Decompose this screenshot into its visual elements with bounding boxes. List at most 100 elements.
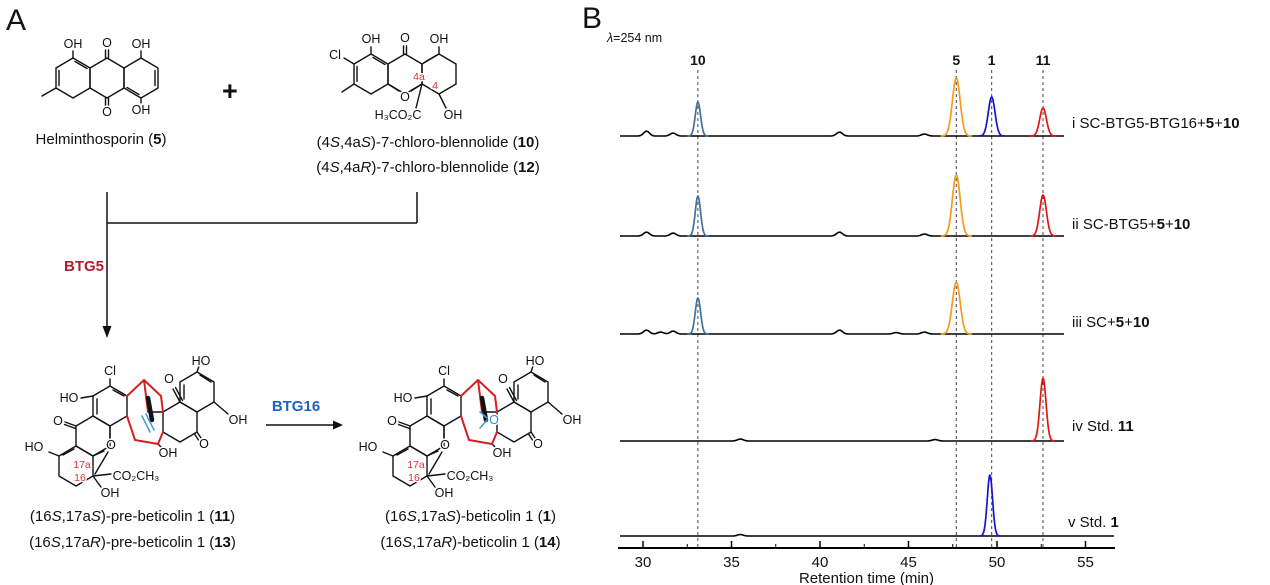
atom-label-ester: H₃CO₂C [375,108,422,122]
beticolin-core-bonds [382,365,563,488]
peak-marker-label-5: 5 [952,52,960,68]
atom-label-ring-o: O [106,438,116,452]
atom-label-o: O [199,437,209,451]
enzyme-btg5-label: BTG5 [63,258,104,275]
atom-number-4a: 4a [413,71,425,83]
chloro-blennolide-structure: Cl OH O OH O 4a 4 H₃CO₂C OH [328,30,464,124]
pre-beticolin-name-11: (16S,17aS)-pre-beticolin 1 (11) [29,508,236,525]
atom-label-cl: Cl [104,364,116,378]
pre-beticolin-structure: Cl HO HO O O O OH OH HO O 17a 16 CO₂CH₃ … [23,353,249,502]
atom-number-17a: 17a [407,459,425,471]
atom-label-o: O [53,414,63,428]
trace-label-i: i SC-BTG5-BTG16+5+10 [1072,115,1240,132]
atom-label-oh: OH [64,37,83,51]
btg5-arrowhead [102,326,112,338]
peak-1-trace-v [979,474,1002,537]
atom-label-ring-o: O [440,438,450,452]
peak-5-trace-iii [940,281,973,335]
atom-label-ring-o: O [400,90,410,104]
peak-marker-label-10: 10 [690,52,706,68]
atom-label-ho: HO [394,391,413,405]
atom-label-oh: OH [132,37,151,51]
reaction-arrows [102,192,418,430]
peak-5-trace-ii [940,174,973,237]
helminthosporin-name: Helminthosporin (5) [35,131,167,148]
atom-label-ho: HO [526,354,545,368]
beticolin-core-bonds [48,365,229,488]
atom-label-oh: OH [159,446,178,460]
pre-beticolin-name-13: (16S,17aR)-pre-beticolin 1 (13) [29,534,236,551]
wavelength-annotation: λ=254 nm [607,31,663,45]
atom-label-oh: OH [101,486,120,500]
enzyme-btg16-label: BTG16 [271,398,321,415]
atom-label-ester: CO₂CH₃ [447,469,494,483]
beticolin-structure: Cl HO HO O O O OH OH HO O 17a 16 CO₂CH₃ … [357,353,583,502]
peak-10-trace-i [687,101,710,137]
atom-number-4: 4 [432,80,438,92]
atom-label-o: O [533,437,543,451]
peak-marker-label-11: 11 [1036,52,1051,68]
btg16-arrowhead [333,420,343,430]
axis-tick-label-50: 50 [989,554,1006,571]
chromatogram-trace-ii [620,231,1064,237]
x-axis-title: Retention time (min) [799,570,934,585]
atom-label-oh: OH [444,108,463,122]
atom-label-oh: OH [362,32,381,46]
peak-marker-label-1: 1 [988,52,996,68]
beticolin-name-14: (16S,17aR)-beticolin 1 (14) [380,534,561,551]
chromatogram-trace-iii [620,329,1064,335]
atom-label-ester: CO₂CH₃ [113,469,160,483]
atom-label-oh: OH [435,486,454,500]
beticolin-name-1: (16S,17aS)-beticolin 1 (1) [385,508,556,525]
trace-label-ii: ii SC-BTG5+5+10 [1072,216,1191,233]
atom-label-oh: OH [229,413,248,427]
plus-sign: + [222,76,238,106]
panel-a-label: A [6,4,27,37]
axis-tick-label-55: 55 [1077,554,1094,571]
trace-label-iv: iv Std. 11 [1072,418,1134,435]
axis-tick-label-45: 45 [900,554,917,571]
axis-tick-label-30: 30 [635,554,652,571]
trace-label-v: v Std. 1 [1068,514,1119,531]
atom-label-oh: OH [132,103,151,117]
atom-label-ho: HO [60,391,79,405]
atom-label-oh: OH [563,413,582,427]
axis-tick-label-35: 35 [723,554,740,571]
atom-label-epoxide-o: O [489,413,499,427]
atom-number-16: 16 [74,472,86,484]
atom-label-oh: OH [493,446,512,460]
peak-10-trace-iii [687,297,710,335]
atom-label-ho: HO [25,440,44,454]
panel-b-label: B [582,2,603,35]
chromatogram-trace-i [620,130,1064,137]
reactant-connector-line [107,192,418,224]
atom-label-o: O [102,36,112,50]
blennolide-name-10: (4S,4aS)-7-chloro-blennolide (10) [316,134,540,151]
atom-label-o: O [164,372,174,386]
atom-label-o: O [387,414,397,428]
blennolide-name-12: (4S,4aR)-7-chloro-blennolide (12) [316,159,540,176]
atom-label-cl: Cl [438,364,450,378]
peak-11-trace-i [1029,107,1058,137]
atom-number-17a: 17a [73,459,91,471]
peak-1-trace-i [978,96,1006,137]
atom-label-o: O [102,105,112,119]
atom-label-oh: OH [430,32,449,46]
peak-11-trace-ii [1029,194,1058,237]
helminthosporin-structure: OH O OH O OH [41,35,159,121]
peak-5-trace-i [940,77,973,137]
atom-label-o: O [498,372,508,386]
atom-label-o: O [400,31,410,45]
atom-number-16: 16 [408,472,420,484]
atom-label-ho: HO [192,354,211,368]
chromatogram-trace-v [620,533,1114,537]
atom-label-cl: Cl [329,48,341,62]
chromatogram-trace-iv [620,438,1064,442]
axis-tick-label-40: 40 [812,554,829,571]
peak-11-trace-iv [1030,377,1056,442]
trace-label-iii: iii SC+5+10 [1072,314,1150,331]
peak-10-trace-ii [687,195,710,237]
